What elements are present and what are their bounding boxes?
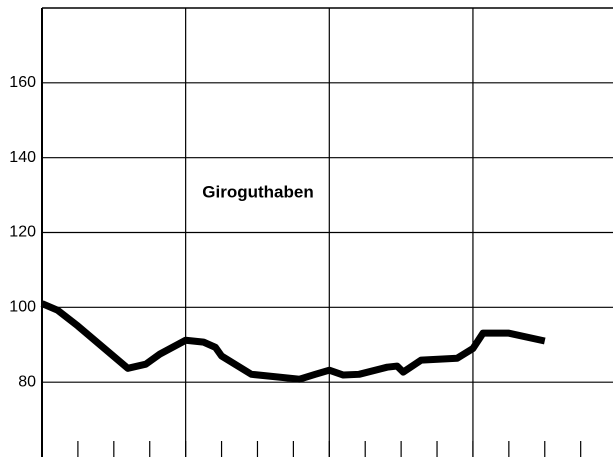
annotation: Giroguthaben <box>202 182 313 201</box>
y-tick-label: 160 <box>9 74 36 91</box>
line-series <box>40 300 546 383</box>
y-tick-label: 140 <box>9 149 36 166</box>
y-tick-label: 100 <box>9 299 36 316</box>
y-tick-label: 120 <box>9 224 36 241</box>
y-tick-label: 80 <box>18 373 36 390</box>
